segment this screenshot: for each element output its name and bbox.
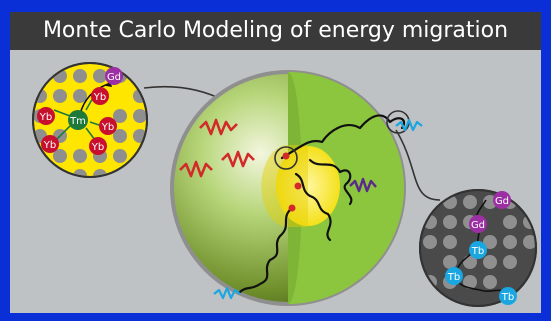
ion-gd: Gd [105,67,123,85]
svg-text:Tm: Tm [69,116,86,127]
ion-yb: Yb [89,137,107,155]
zoom-marker-left [274,146,298,170]
svg-text:Yb: Yb [91,142,104,153]
connector-line-right [395,129,441,201]
svg-text:Yb: Yb [43,140,56,151]
ion-gd: Gd [469,215,487,233]
title-bar: Monte Carlo Modeling of energy migration [10,12,541,50]
dopant-site-dot [294,182,302,190]
ion-tm: Tm [68,110,88,130]
ion-yb: Yb [41,135,59,153]
ion-tb: Tb [499,287,517,305]
diagram-svg: Gd Tm Yb Yb Yb [32,62,537,307]
energy-migration-path [238,114,406,294]
svg-text:Tb: Tb [501,292,514,303]
svg-text:Tb: Tb [447,272,460,283]
svg-text:Yb: Yb [101,122,114,133]
ion-yb: Yb [99,117,117,135]
emission-wave-purple [349,177,377,193]
emission-wave-blue [213,286,241,300]
ion-tb: Tb [445,267,463,285]
figure-title: Monte Carlo Modeling of energy migration [42,18,509,43]
svg-text:Gd: Gd [495,196,509,207]
ion-gd: Gd [493,191,511,209]
svg-text:Gd: Gd [471,220,485,231]
svg-text:Tb: Tb [471,246,484,257]
excitation-wave [199,118,238,136]
ion-yb: Yb [37,107,55,125]
emission-wave-blue [395,118,423,132]
dopant-site-dot [288,204,296,212]
excitation-wave [179,160,213,178]
diagram-canvas: Gd Tm Yb Yb Yb [10,50,541,313]
dopant-site-dot [282,152,290,160]
left-inset-lattice: Gd Tm Yb Yb Yb [32,62,148,178]
excitation-wave [221,150,255,168]
svg-text:Yb: Yb [93,92,106,103]
right-inset-lattice: Gd Gd Tb Tb Tb [419,189,537,307]
ion-tb: Tb [469,241,487,259]
svg-text:Yb: Yb [39,112,52,123]
nanoparticle-sphere [170,70,406,306]
ion-yb: Yb [91,87,109,105]
svg-text:Gd: Gd [107,72,121,83]
